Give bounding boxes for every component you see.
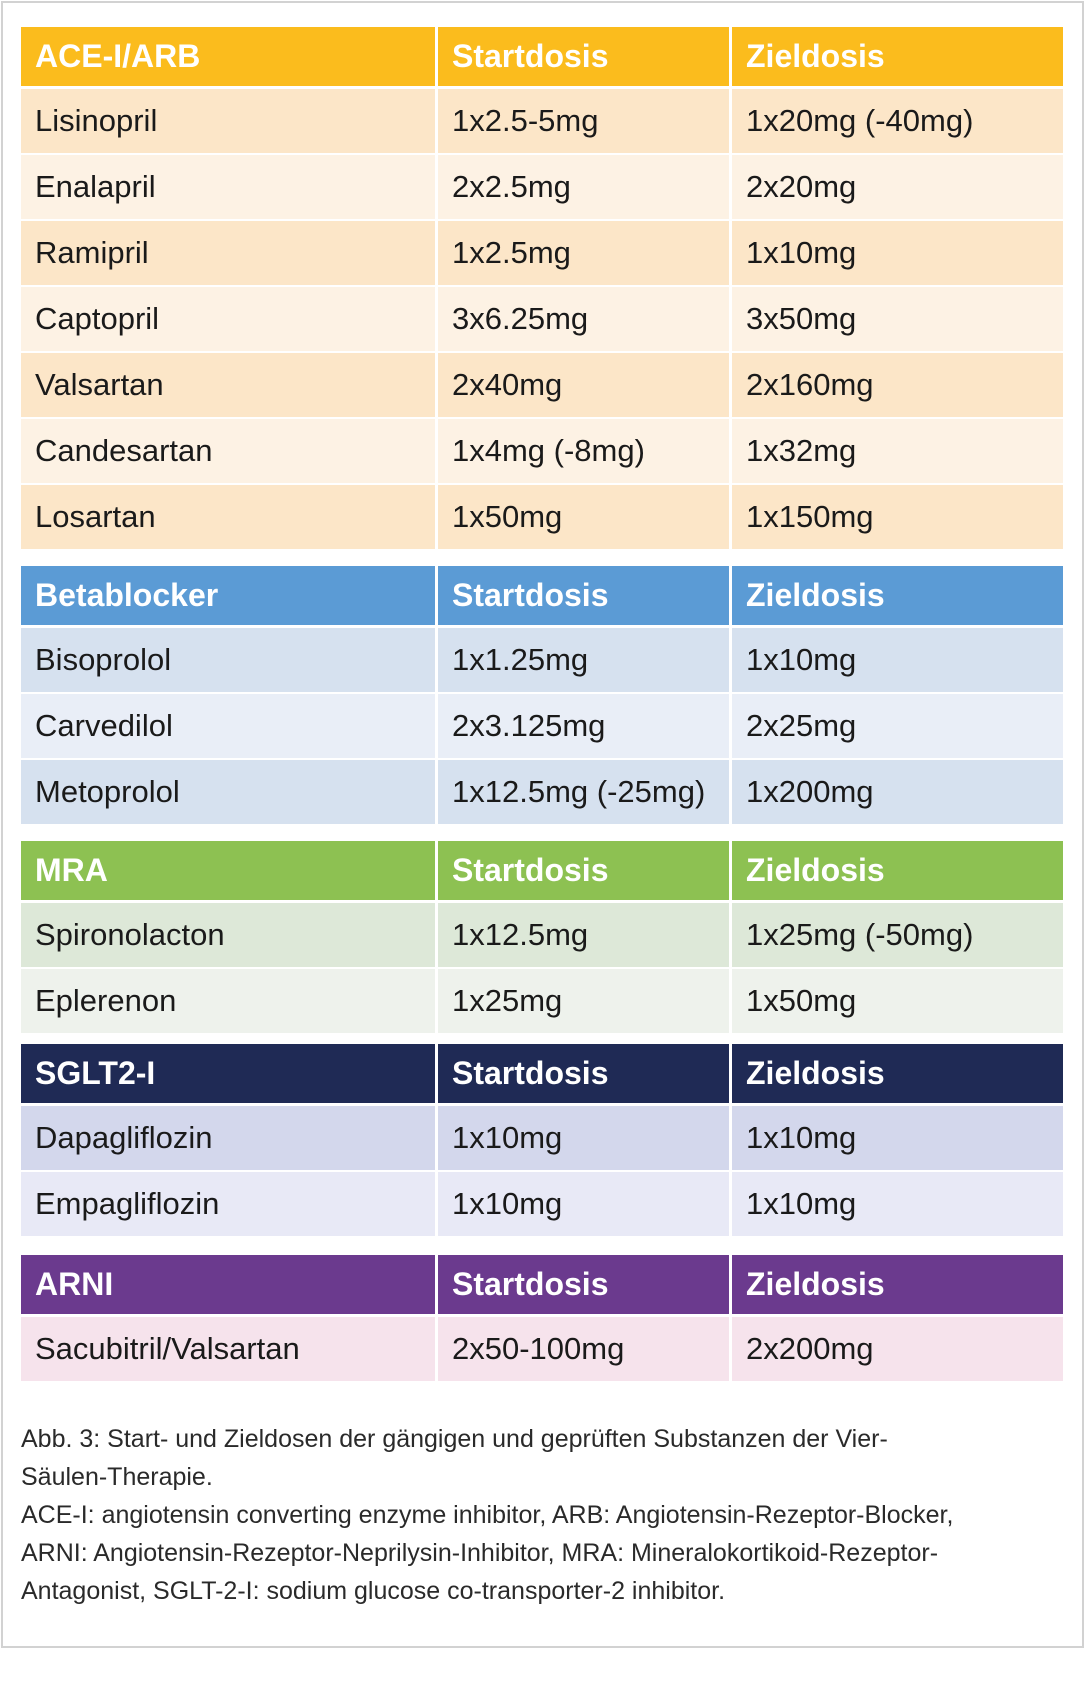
drug-name: Losartan [21,485,438,551]
table-row: Empagliflozin 1x10mg 1x10mg [21,1172,1063,1238]
drug-name: Spironolacton [21,903,438,969]
table-row: Lisinopril 1x2.5-5mg 1x20mg (-40mg) [21,89,1063,155]
start-dose: 1x10mg [438,1172,732,1238]
start-dose: 2x3.125mg [438,694,732,760]
header-target-dose: Zieldosis [732,566,1063,628]
start-dose: 1x25mg [438,969,732,1035]
table-row: Eplerenon 1x25mg 1x50mg [21,969,1063,1035]
header-start-dose: Startdosis [438,27,732,89]
caption-line: ACE-I: angiotensin converting enzyme inh… [21,1501,954,1529]
drug-name: Valsartan [21,353,438,419]
sglt2-table: SGLT2-I Startdosis Zieldosis Dapaglifloz… [21,1044,1063,1238]
drug-name: Lisinopril [21,89,438,155]
target-dose: 1x10mg [732,628,1063,694]
table-row: Enalapril 2x2.5mg 2x20mg [21,155,1063,221]
target-dose: 1x200mg [732,760,1063,826]
table-header-row: Betablocker Startdosis Zieldosis [21,566,1063,628]
start-dose: 1x2.5mg [438,221,732,287]
drug-name: Dapagliflozin [21,1106,438,1172]
table-row: Losartan 1x50mg 1x150mg [21,485,1063,551]
start-dose: 1x1.25mg [438,628,732,694]
start-dose: 1x10mg [438,1106,732,1172]
table-header-row: ACE-I/ARB Startdosis Zieldosis [21,27,1063,89]
drug-name: Ramipril [21,221,438,287]
table-row: Captopril 3x6.25mg 3x50mg [21,287,1063,353]
target-dose: 2x25mg [732,694,1063,760]
target-dose: 1x150mg [732,485,1063,551]
drug-name: Metoprolol [21,760,438,826]
caption-line: Abb. 3: Start- und Zieldosen der gängige… [21,1425,888,1453]
header-drug-class: ARNI [21,1255,438,1317]
start-dose: 1x2.5-5mg [438,89,732,155]
drug-name: Eplerenon [21,969,438,1035]
drug-name: Bisoprolol [21,628,438,694]
target-dose: 2x200mg [732,1317,1063,1383]
caption-line: Antagonist, SGLT-2-I: sodium glucose co-… [21,1577,726,1605]
arni-table: ARNI Startdosis Zieldosis Sacubitril/Val… [21,1255,1063,1383]
header-drug-class: SGLT2-I [21,1044,438,1106]
table-row: Ramipril 1x2.5mg 1x10mg [21,221,1063,287]
mra-table: MRA Startdosis Zieldosis Spironolacton 1… [21,841,1063,1035]
drug-name: Captopril [21,287,438,353]
header-drug-class: Betablocker [21,566,438,628]
target-dose: 1x10mg [732,221,1063,287]
ace-arb-table: ACE-I/ARB Startdosis Zieldosis Lisinopri… [21,27,1063,551]
table-row: Valsartan 2x40mg 2x160mg [21,353,1063,419]
drug-name: Sacubitril/Valsartan [21,1317,438,1383]
header-target-dose: Zieldosis [732,27,1063,89]
target-dose: 2x20mg [732,155,1063,221]
betablocker-table: Betablocker Startdosis Zieldosis Bisopro… [21,566,1063,826]
header-drug-class: MRA [21,841,438,903]
start-dose: 1x12.5mg (-25mg) [438,760,732,826]
caption-line: Säulen-Therapie. [21,1463,213,1491]
header-start-dose: Startdosis [438,841,732,903]
header-target-dose: Zieldosis [732,1255,1063,1317]
start-dose: 1x50mg [438,485,732,551]
start-dose: 3x6.25mg [438,287,732,353]
table-row: Candesartan 1x4mg (-8mg) 1x32mg [21,419,1063,485]
header-start-dose: Startdosis [438,1044,732,1106]
start-dose: 1x12.5mg [438,903,732,969]
header-start-dose: Startdosis [438,566,732,628]
drug-name: Carvedilol [21,694,438,760]
table-header-row: ARNI Startdosis Zieldosis [21,1255,1063,1317]
caption-line: ARNI: Angiotensin-Rezeptor-Neprilysin-In… [21,1539,939,1567]
table-row: Metoprolol 1x12.5mg (-25mg) 1x200mg [21,760,1063,826]
drug-name: Empagliflozin [21,1172,438,1238]
header-target-dose: Zieldosis [732,1044,1063,1106]
start-dose: 1x4mg (-8mg) [438,419,732,485]
header-start-dose: Startdosis [438,1255,732,1317]
target-dose: 1x20mg (-40mg) [732,89,1063,155]
target-dose: 1x10mg [732,1106,1063,1172]
target-dose: 1x25mg (-50mg) [732,903,1063,969]
target-dose: 3x50mg [732,287,1063,353]
target-dose: 1x50mg [732,969,1063,1035]
table-row: Sacubitril/Valsartan 2x50-100mg 2x200mg [21,1317,1063,1383]
table-header-row: SGLT2-I Startdosis Zieldosis [21,1044,1063,1106]
target-dose: 1x32mg [732,419,1063,485]
start-dose: 2x40mg [438,353,732,419]
table-header-row: MRA Startdosis Zieldosis [21,841,1063,903]
table-row: Dapagliflozin 1x10mg 1x10mg [21,1106,1063,1172]
table-row: Bisoprolol 1x1.25mg 1x10mg [21,628,1063,694]
target-dose: 2x160mg [732,353,1063,419]
drug-name: Enalapril [21,155,438,221]
drug-name: Candesartan [21,419,438,485]
header-drug-class: ACE-I/ARB [21,27,438,89]
table-row: Carvedilol 2x3.125mg 2x25mg [21,694,1063,760]
start-dose: 2x2.5mg [438,155,732,221]
target-dose: 1x10mg [732,1172,1063,1238]
table-row: Spironolacton 1x12.5mg 1x25mg (-50mg) [21,903,1063,969]
header-target-dose: Zieldosis [732,841,1063,903]
start-dose: 2x50-100mg [438,1317,732,1383]
figure-caption: Abb. 3: Start- und Zieldosen der gängige… [21,1420,1066,1610]
